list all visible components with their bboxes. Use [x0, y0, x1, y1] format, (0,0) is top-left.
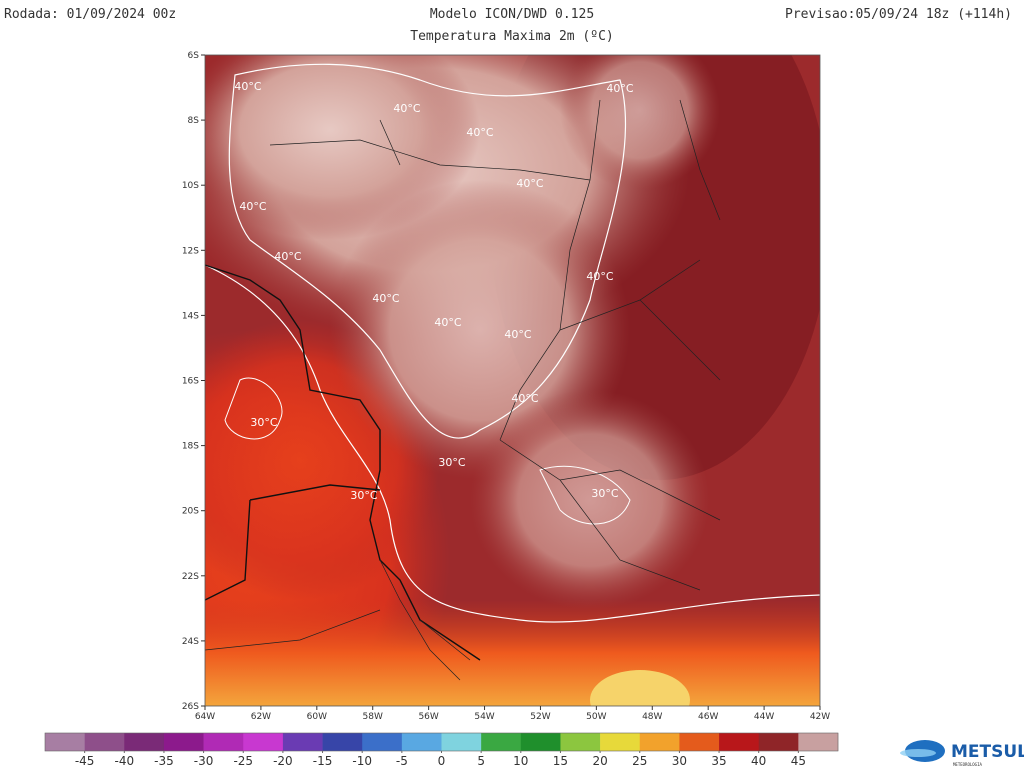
contour-label: 40°C [239, 200, 266, 213]
colorbar-cell [84, 733, 125, 751]
contour-label: 40°C [393, 102, 420, 115]
lon-label: 44W [754, 712, 774, 722]
lat-label: 10S [182, 181, 199, 191]
logo-name: METSUL [951, 742, 1024, 762]
logo: METSUL METEOROLOGIA [900, 740, 1024, 767]
lon-label: 48W [642, 712, 662, 722]
contour-label: 40°C [372, 292, 399, 305]
colorbar-cell [322, 733, 363, 751]
colorbar-cell [719, 733, 759, 751]
lon-label: 56W [418, 712, 438, 722]
colorbar-label: -30 [194, 754, 214, 768]
map-field [205, 55, 820, 706]
colorbar-label: 35 [711, 754, 726, 768]
run-time: Rodada: 01/09/2024 00z [4, 7, 176, 22]
lon-label: 54W [474, 712, 494, 722]
colorbar-cell [441, 733, 482, 751]
colorbar-label: -5 [396, 754, 408, 768]
lat-label: 18S [182, 442, 199, 452]
lon-label: 60W [307, 712, 327, 722]
logo-tagline: METEOROLOGIA [953, 762, 982, 767]
colorbar-cell [758, 733, 799, 751]
contour-label: 40°C [606, 82, 633, 95]
lat-label: 26S [182, 702, 199, 712]
lat-label: 22S [182, 572, 199, 582]
model-name: Modelo ICON/DWD 0.125 [430, 7, 594, 22]
colorbar-cell [282, 733, 323, 751]
colorbar-cell [679, 733, 720, 751]
colorbar-label: 45 [791, 754, 806, 768]
colorbar-label: 15 [553, 754, 568, 768]
colorbar-cell [481, 733, 522, 751]
lon-label: 62W [251, 712, 271, 722]
lat-label: 16S [182, 377, 199, 387]
lon-label: 64W [195, 712, 215, 722]
colorbar-label: -10 [352, 754, 372, 768]
subtitle: Temperatura Maxima 2m (ºC) [410, 29, 614, 44]
colorbar: -45 -40 -35 -30 -25 -20 -15 -10 -5 0 5 10 15 20 25 30 35… [44, 732, 839, 768]
colorbar-cell [124, 733, 165, 751]
colorbar-cell [560, 733, 601, 751]
lon-label: 42W [810, 712, 830, 722]
colorbar-label: -20 [273, 754, 293, 768]
contour-label: 30°C [591, 487, 618, 500]
colorbar-cell [520, 733, 561, 751]
contour-label: 40°C [504, 328, 531, 341]
colorbar-label: 30 [672, 754, 687, 768]
contour-label: 40°C [274, 250, 301, 263]
colorbar-label: -15 [313, 754, 333, 768]
contour-label: 30°C [350, 489, 377, 502]
colorbar-cell [362, 733, 403, 751]
colorbar-cell [600, 733, 641, 751]
lat-label: 24S [182, 637, 199, 647]
contour-label: 40°C [586, 270, 613, 283]
colorbar-label: 10 [513, 754, 528, 768]
colorbar-cell [639, 733, 680, 751]
colorbar-label: 0 [438, 754, 446, 768]
contour-label: 40°C [466, 126, 493, 139]
colorbar-cell [798, 733, 839, 751]
colorbar-label: 25 [632, 754, 647, 768]
lat-label: 20S [182, 507, 199, 517]
colorbar-cell [45, 733, 85, 751]
contour-labels: 40°C 40°C 40°C 40°C 40°C 40°C 40°C 40°C 40°C 40°C… [234, 80, 633, 502]
lon-label: 46W [698, 712, 718, 722]
lon-label: 58W [363, 712, 383, 722]
contour-label: 40°C [434, 316, 461, 329]
colorbar-cell [163, 733, 204, 751]
forecast-time: Previsao:05/09/24 18z (+114h) [785, 7, 1012, 22]
contour-label: 40°C [511, 392, 538, 405]
colorbar-label: -40 [114, 754, 134, 768]
lon-label: 52W [530, 712, 550, 722]
colorbar-label: -45 [75, 754, 95, 768]
colorbar-label: 20 [592, 754, 607, 768]
colorbar-cell [243, 733, 284, 751]
contour-label: 40°C [234, 80, 261, 93]
contour-label: 40°C [516, 177, 543, 190]
lat-label: 14S [182, 311, 199, 321]
colorbar-cell [401, 733, 442, 751]
lat-label: 8S [188, 116, 200, 126]
colorbar-label: 40 [751, 754, 766, 768]
contour-label: 30°C [250, 416, 277, 429]
colorbar-label: 5 [477, 754, 485, 768]
colorbar-cell [203, 733, 244, 751]
colorbar-label: -25 [233, 754, 253, 768]
lon-label: 50W [586, 712, 606, 722]
colorbar-label: -35 [154, 754, 174, 768]
lat-label: 6S [188, 51, 200, 61]
lat-label: 12S [182, 246, 199, 256]
contour-label: 30°C [438, 456, 465, 469]
